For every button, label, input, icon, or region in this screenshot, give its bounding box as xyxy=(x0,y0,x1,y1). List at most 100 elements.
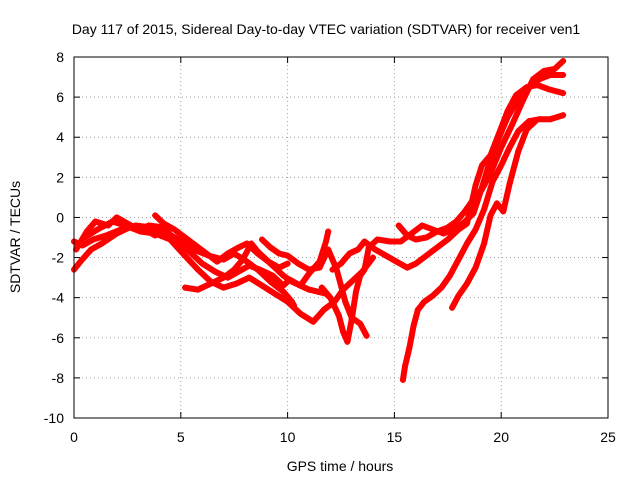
chart-title: Day 117 of 2015, Sidereal Day-to-day VTE… xyxy=(72,21,581,37)
y-tick-label: 4 xyxy=(56,129,64,145)
data-point xyxy=(235,268,242,275)
data-point xyxy=(493,200,500,207)
data-point xyxy=(423,252,430,259)
data-point xyxy=(370,254,377,261)
data-point xyxy=(545,86,552,93)
y-tick-label: -6 xyxy=(52,330,65,346)
data-point xyxy=(280,288,287,295)
data-point xyxy=(276,250,283,257)
data-point xyxy=(263,256,270,263)
series-arc-11 xyxy=(399,112,567,383)
data-point xyxy=(547,72,554,79)
data-point xyxy=(455,226,462,233)
y-tick-label: 2 xyxy=(56,169,64,185)
data-point xyxy=(397,238,404,245)
data-point xyxy=(464,220,471,227)
data-point xyxy=(284,260,291,267)
data-point xyxy=(77,258,84,265)
data-point xyxy=(314,288,321,295)
data-point xyxy=(357,272,364,279)
data-point xyxy=(318,284,325,291)
data-point xyxy=(536,116,543,123)
data-point xyxy=(352,288,359,295)
grid xyxy=(74,57,608,418)
x-tick-label: 20 xyxy=(493,429,509,445)
data-point xyxy=(355,246,362,253)
data-point xyxy=(171,226,178,233)
data-point xyxy=(449,304,456,311)
data-point xyxy=(280,282,287,289)
data-point xyxy=(372,246,379,253)
data-point xyxy=(109,218,116,225)
x-tick-label: 10 xyxy=(280,429,296,445)
data-point xyxy=(560,58,567,65)
data-point xyxy=(478,186,485,193)
x-axis-label: GPS time / hours xyxy=(287,458,394,474)
y-tick-label: -10 xyxy=(44,410,64,426)
data-point xyxy=(94,226,101,233)
data-point xyxy=(98,240,105,247)
data-point xyxy=(506,144,513,151)
data-point xyxy=(122,222,129,229)
data-point xyxy=(310,318,317,325)
data-point xyxy=(412,260,419,267)
data-point xyxy=(152,230,159,237)
data-point xyxy=(540,68,547,75)
data-point xyxy=(412,236,419,243)
data-point xyxy=(402,362,409,369)
x-tick-label: 15 xyxy=(387,429,403,445)
data-point xyxy=(515,128,522,135)
data-point xyxy=(434,228,441,235)
data-point xyxy=(220,284,227,291)
data-point xyxy=(329,266,336,273)
data-point xyxy=(327,294,334,301)
data-point xyxy=(231,266,238,273)
data-point xyxy=(323,238,330,245)
y-tick-label: 6 xyxy=(56,89,64,105)
data-point xyxy=(194,266,201,273)
data-point xyxy=(335,312,342,319)
series-arc-10 xyxy=(395,58,567,243)
data-point xyxy=(423,234,430,241)
data-point xyxy=(455,292,462,299)
data-point xyxy=(515,148,522,155)
data-point xyxy=(547,116,554,123)
y-tick-label: -4 xyxy=(52,290,65,306)
data-point xyxy=(305,286,312,293)
data-point xyxy=(256,266,263,273)
series-arc-12 xyxy=(449,118,539,311)
data-point xyxy=(504,108,511,115)
data-point xyxy=(453,218,460,225)
series-arc-4 xyxy=(81,218,377,325)
data-point xyxy=(295,260,302,267)
data-point xyxy=(269,272,276,279)
data-point xyxy=(410,322,417,329)
data-point xyxy=(464,280,471,287)
data-point xyxy=(498,144,505,151)
data-point xyxy=(192,242,199,249)
series-line xyxy=(449,118,539,311)
data-point xyxy=(233,280,240,287)
data-point xyxy=(444,224,451,231)
data-point xyxy=(470,196,477,203)
data-point xyxy=(455,256,462,263)
data-point xyxy=(258,282,265,289)
data-point xyxy=(560,72,567,79)
data-point xyxy=(487,170,494,177)
data-point xyxy=(113,214,120,221)
data-point xyxy=(523,126,530,133)
series-line xyxy=(81,218,376,325)
data-point xyxy=(186,248,193,255)
y-tick-label: 0 xyxy=(56,209,64,225)
data-point xyxy=(560,112,567,119)
data-point xyxy=(182,234,189,241)
data-point xyxy=(508,122,515,129)
data-layer xyxy=(71,58,567,383)
data-point xyxy=(496,130,503,137)
data-point xyxy=(92,218,99,225)
data-point xyxy=(395,222,402,229)
data-point xyxy=(530,76,537,83)
data-point xyxy=(271,290,278,297)
data-point xyxy=(284,298,291,305)
data-point xyxy=(267,244,274,251)
